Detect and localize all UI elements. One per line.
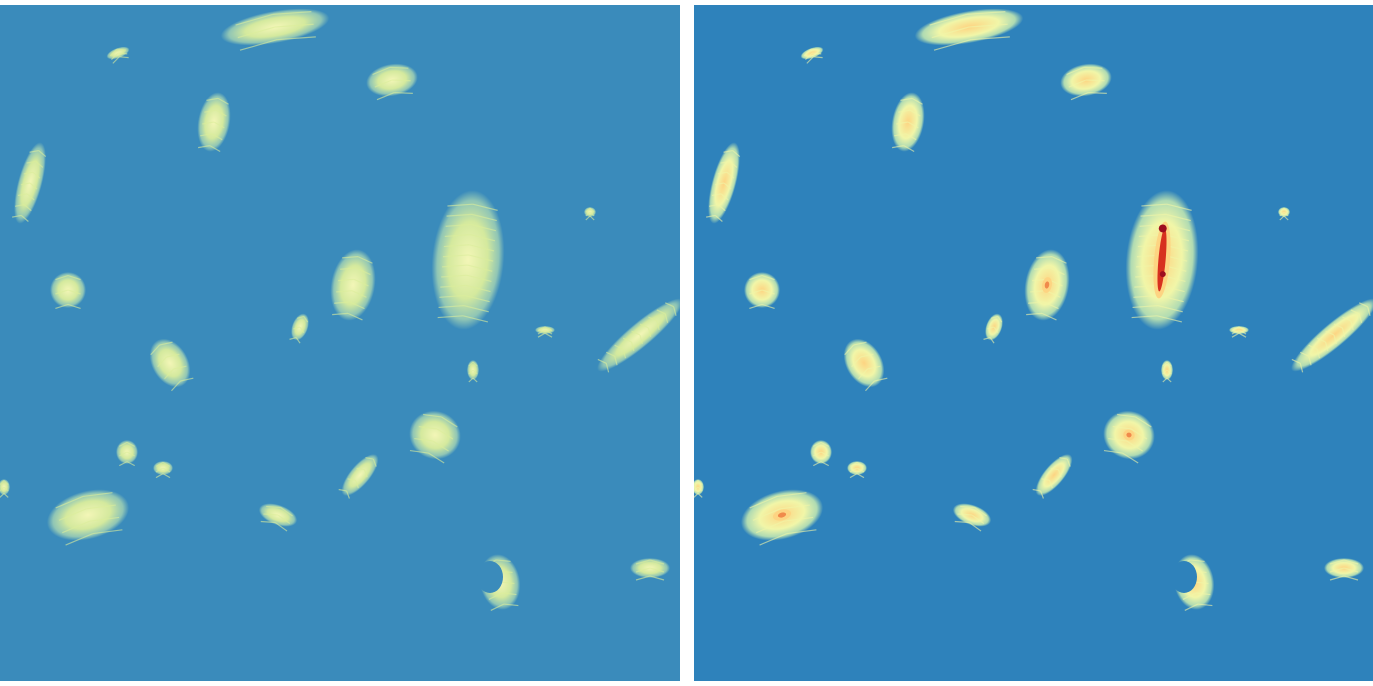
sea-background — [694, 5, 1373, 681]
sea-background — [0, 5, 680, 681]
island-south-small — [952, 503, 992, 532]
island-north-central — [1060, 63, 1112, 101]
elevation-map-right — [694, 5, 1373, 681]
island-central — [330, 249, 376, 321]
island-west-central — [149, 338, 194, 392]
island-north-ridge — [220, 8, 330, 51]
islet-northwest — [800, 46, 824, 64]
island-southwest-large — [46, 489, 130, 546]
islet-mid-east — [467, 360, 479, 383]
islet-southwest-b — [153, 461, 173, 479]
islet-east — [1278, 207, 1290, 221]
islet-northwest — [106, 46, 130, 64]
island-central — [1024, 249, 1070, 321]
island-south-small — [258, 503, 298, 532]
island-northwest-cluster — [197, 92, 231, 153]
island-west-strip — [12, 142, 47, 224]
islet-east — [584, 207, 596, 221]
island-west-strip — [706, 142, 741, 224]
islet-southwest-b — [847, 461, 867, 479]
island-northwest-cluster — [891, 92, 925, 153]
island-north-ridge — [914, 8, 1024, 51]
island-large-east — [431, 190, 505, 330]
island-southeast-star — [1103, 410, 1155, 464]
island-far-east-strip — [1291, 298, 1373, 373]
island-west-central — [843, 338, 888, 392]
islet-southwest-a — [810, 440, 832, 467]
island-south-central — [338, 454, 379, 499]
island-west-round — [50, 272, 86, 309]
elevation-map-right-panel[interactable] — [694, 5, 1373, 681]
islet-far-west — [0, 479, 10, 498]
islet-east-2 — [1229, 326, 1249, 338]
island-far-east-strip — [597, 298, 680, 373]
islet-far-west — [694, 479, 704, 498]
island-southeast-star — [409, 410, 461, 464]
islet-southeast — [630, 558, 670, 581]
caldera-lagoon — [477, 561, 503, 593]
island-west-round — [744, 272, 780, 309]
island-large-east — [1125, 190, 1199, 330]
islet-mid-east — [1161, 360, 1173, 383]
island-southwest-large — [740, 489, 824, 546]
island-south-central — [1032, 454, 1073, 499]
islet-southeast — [1324, 558, 1364, 581]
islet-east-2 — [535, 326, 555, 338]
islet-central-south — [289, 313, 309, 344]
caldera-lagoon — [1171, 561, 1197, 593]
islet-southwest-a — [116, 440, 138, 467]
elevation-map-left-panel[interactable] — [0, 5, 680, 681]
elevation-map-left — [0, 5, 680, 681]
islet-central-south — [983, 313, 1003, 344]
island-north-central — [366, 63, 418, 101]
